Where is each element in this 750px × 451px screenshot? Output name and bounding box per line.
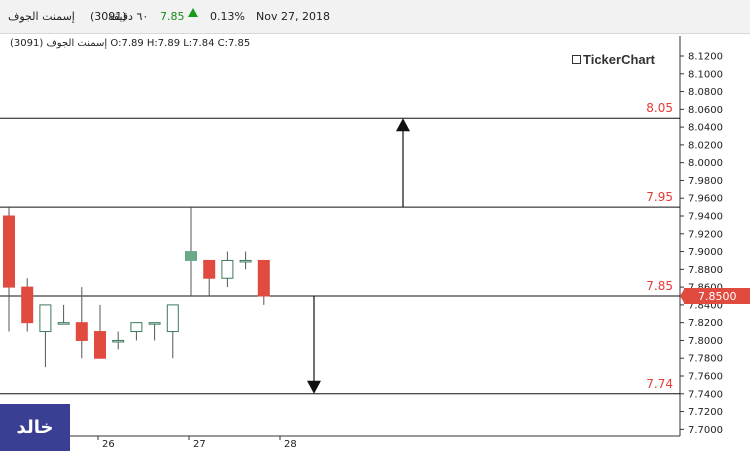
candle-body: [148, 322, 161, 325]
x-tick-label: 27: [193, 439, 206, 450]
last-price: 7.85: [160, 10, 185, 23]
price-change: 0.13%: [210, 10, 245, 23]
x-tick-label: 28: [284, 439, 297, 450]
chart-axes: 8.1200 8.1000 8.0800 8.0600 8.0400 8.0200 8.00…: [0, 36, 750, 450]
candle-body: [185, 251, 197, 261]
brand-logo: TickerChart: [572, 52, 655, 67]
candle-body: [21, 286, 34, 324]
candle-body: [221, 259, 234, 279]
chart-logo-icon: [572, 55, 581, 64]
y-tick-label: 7.9800: [688, 176, 723, 187]
candle-body: [257, 259, 270, 297]
candle-body: [166, 304, 179, 333]
arrow-head: [396, 118, 410, 132]
candle-body: [75, 322, 88, 341]
y-tick-label: 7.7000: [688, 425, 723, 436]
candle-body: [94, 331, 106, 359]
current-price-marker: [684, 288, 750, 304]
level-label: 7.74: [646, 377, 673, 391]
y-tick-label: 7.9200: [688, 229, 723, 240]
brand-name: TickerChart: [583, 52, 656, 67]
level-lines: 8.05 7.95 7.85 7.74: [0, 101, 680, 395]
level-label: 7.95: [646, 190, 673, 204]
arrow-head: [307, 380, 321, 394]
candle-body: [57, 322, 70, 325]
y-tick-label: 7.8400: [688, 300, 723, 311]
up-arrow-icon: [188, 8, 198, 17]
candle-body: [39, 304, 52, 333]
candles: [3, 207, 270, 368]
y-tick-label: 7.8200: [688, 318, 723, 329]
y-tick-label: 8.0200: [688, 140, 723, 151]
header-bar: إسمنت الجوف (3091) ٦٠ دقيقة 7.85 0.13% N…: [0, 0, 750, 34]
level-label: 7.85: [646, 279, 673, 293]
ohlc-label: إسمنت الجوف (3091) O:7.89 H:7.89 L:7.84 …: [10, 38, 251, 49]
chart-date: Nov 27, 2018: [256, 10, 330, 23]
stock-symbol: (3091): [90, 10, 127, 23]
candle-body: [130, 322, 143, 333]
y-tick-label: 7.7400: [688, 389, 723, 400]
y-tick-label: 7.9600: [688, 194, 723, 205]
y-tick-label: 8.0400: [688, 123, 723, 134]
y-tick-label: 7.8000: [688, 336, 723, 347]
y-tick-label: 7.9400: [688, 212, 723, 223]
y-tick-label: 8.0000: [688, 158, 723, 169]
current-price-label: 7.8500: [698, 290, 737, 303]
y-tick-label: 7.7800: [688, 354, 723, 365]
y-tick-label: 8.1200: [688, 52, 723, 63]
stock-name: إسمنت الجوف: [8, 10, 75, 23]
x-tick-label: 26: [102, 439, 115, 450]
candle-body: [3, 215, 15, 288]
candle-body: [239, 259, 252, 263]
current-price-pointer: [680, 288, 685, 304]
y-tick-label: 8.0800: [688, 87, 723, 98]
y-tick-label: 7.8800: [688, 265, 723, 276]
candle-body: [112, 339, 125, 343]
y-tick-label: 8.0600: [688, 105, 723, 116]
y-tick-label: 8.1000: [688, 69, 723, 80]
y-tick-label: 7.7600: [688, 372, 723, 383]
projection-arrows: [307, 118, 410, 394]
author-badge: خالد: [0, 404, 70, 451]
y-tick-label: 7.9000: [688, 247, 723, 258]
y-tick-label: 7.7200: [688, 407, 723, 418]
level-label: 8.05: [646, 101, 673, 115]
interval-label[interactable]: ٦٠ دقيقة: [108, 10, 149, 23]
candle-body: [203, 259, 216, 279]
